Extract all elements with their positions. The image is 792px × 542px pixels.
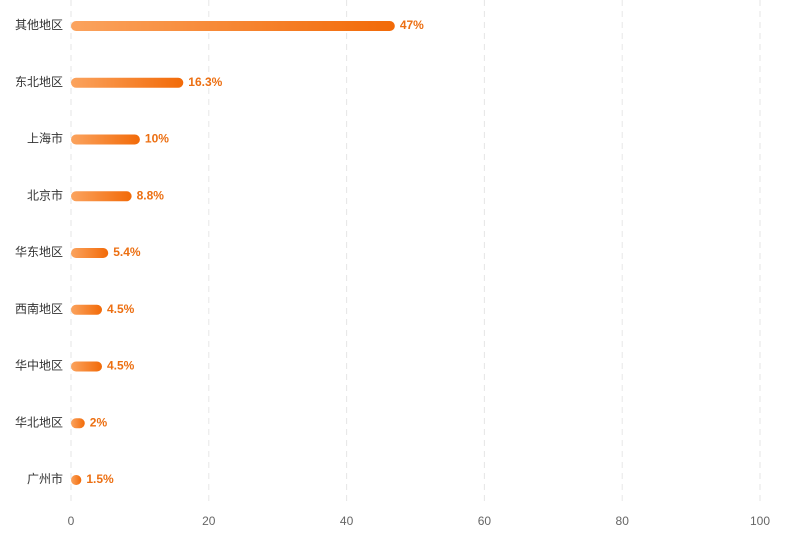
- y-tick-label: 华东地区: [15, 245, 63, 259]
- x-tick-label: 20: [202, 514, 216, 528]
- y-tick-label: 广州市: [27, 471, 63, 486]
- y-tick-label: 北京市: [27, 187, 63, 202]
- x-tick-label: 60: [478, 514, 492, 528]
- y-tick-label: 西南地区: [15, 301, 63, 316]
- y-tick-label: 华北地区: [15, 415, 63, 429]
- x-tick-label: 0: [68, 514, 75, 528]
- value-label: 16.3%: [188, 75, 222, 89]
- x-tick-label: 100: [750, 514, 770, 528]
- y-tick-label: 东北地区: [15, 75, 63, 89]
- bar: [71, 361, 103, 372]
- bar: [71, 134, 140, 145]
- y-tick-label: 华中地区: [15, 358, 63, 373]
- bar: [71, 191, 132, 202]
- bar: [71, 418, 85, 429]
- bar: [71, 475, 82, 485]
- value-label: 47%: [400, 18, 424, 32]
- bar: [71, 248, 109, 258]
- value-label: 4.5%: [107, 302, 135, 316]
- value-label: 1.5%: [86, 472, 114, 486]
- value-label: 4.5%: [107, 359, 135, 373]
- value-label: 10%: [145, 132, 169, 146]
- bar: [71, 21, 395, 31]
- value-label: 5.4%: [113, 245, 141, 259]
- y-tick-label: 其他地区: [15, 18, 63, 32]
- x-tick-label: 40: [340, 514, 354, 528]
- bar: [71, 77, 184, 88]
- value-label: 2%: [90, 415, 108, 429]
- bar: [71, 304, 103, 315]
- y-tick-label: 上海市: [27, 131, 63, 146]
- value-label: 8.8%: [137, 188, 165, 202]
- x-tick-label: 80: [616, 514, 630, 528]
